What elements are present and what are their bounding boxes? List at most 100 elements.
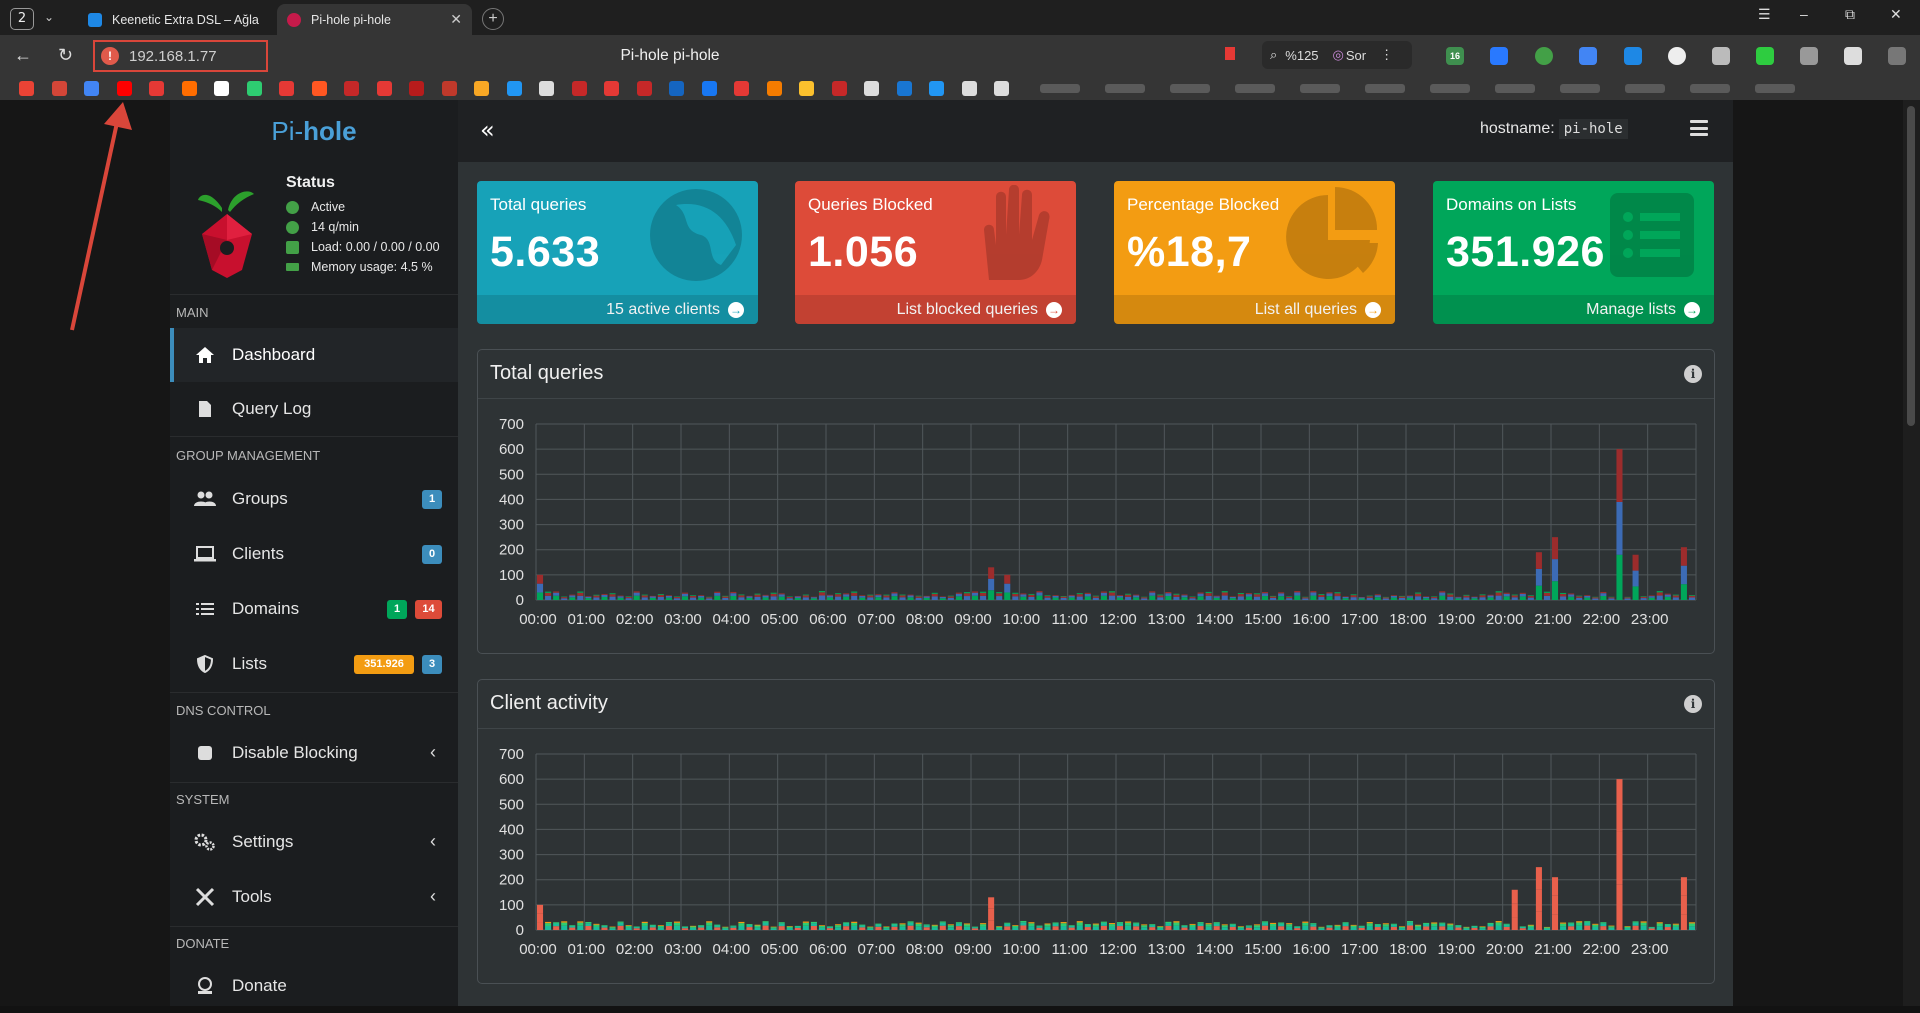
bookmark-icon[interactable] [1225,47,1235,60]
bookmark-blurred-item[interactable] [1625,84,1665,93]
bookmark-favicon-icon[interactable] [604,81,619,96]
bookmark-favicon-icon[interactable] [247,81,262,96]
url-field[interactable]: ! 192.168.1.77 [93,40,268,72]
bookmark-favicon-icon[interactable] [539,81,554,96]
bookmark-favicon-icon[interactable] [312,81,327,96]
profile-icon[interactable] [1888,47,1906,65]
bookmark-favicon-icon[interactable] [19,81,34,96]
bookmark-favicon-icon[interactable] [117,81,132,96]
bookmark-favicon-icon[interactable] [832,81,847,96]
close-window-icon[interactable]: ✕ [1890,6,1902,23]
close-tab-icon[interactable]: ✕ [450,11,462,28]
battery-extension-icon[interactable] [1756,47,1774,65]
bookmark-favicon-icon[interactable] [84,81,99,96]
sidebar-item-groups[interactable]: Groups 1 [170,472,458,526]
extension-check-icon[interactable] [1535,47,1553,65]
restore-icon[interactable]: ⧉ [1845,6,1855,23]
bookmark-favicon-icon[interactable] [897,81,912,96]
hamburger-menu-icon[interactable] [1690,120,1708,136]
ask-ai-button[interactable]: ◎ [1333,47,1344,63]
tab-keenetic[interactable]: Keenetic Extra DSL – Ağla [78,4,270,35]
bookmark-favicon-icon[interactable] [929,81,944,96]
bookmark-favicon-icon[interactable] [799,81,814,96]
zoom-indicator[interactable]: ⌕ %125 ◎ Sor ⋮ [1262,41,1412,69]
bookmark-favicon-icon[interactable] [377,81,392,96]
back-arrow-icon[interactable]: ← [14,45,32,66]
sidebar-item-domains[interactable]: Domains 1 14 [170,582,458,636]
bookmark-blurred-item[interactable] [1560,84,1600,93]
bookmark-favicon-icon[interactable] [474,81,489,96]
bookmark-blurred-item[interactable] [1365,84,1405,93]
bookmark-favicon-icon[interactable] [279,81,294,96]
bookmark-blurred-item[interactable] [1755,84,1795,93]
chart-bar-segment [819,925,825,926]
bookmark-favicon-icon[interactable] [149,81,164,96]
bookmark-favicon-icon[interactable] [182,81,197,96]
reload-icon[interactable]: ↻ [58,45,73,66]
sidebar-item-settings[interactable]: Settings ‹ [170,815,458,869]
bookmark-favicon-icon[interactable] [962,81,977,96]
wrench-extension-icon[interactable] [1624,47,1642,65]
extension-icon[interactable] [1668,47,1686,65]
info-icon[interactable]: i [1684,695,1702,713]
brand-logo[interactable]: Pi-hole [170,100,458,162]
stat-footer-link[interactable]: List blocked queries→ [795,295,1076,324]
bookmark-favicon-icon[interactable] [442,81,457,96]
bookmark-favicon-icon[interactable] [52,81,67,96]
ublock-extension-icon[interactable]: 16 [1446,47,1464,65]
sidebar-item-donate[interactable]: Donate [170,959,458,1013]
bookmark-blurred-item[interactable] [1235,84,1275,93]
chart-bar-segment [1383,598,1389,600]
menu-icon[interactable]: ☰ [1758,6,1771,23]
tab-count-button[interactable]: 2 [10,8,34,30]
bookmark-favicon-icon[interactable] [864,81,879,96]
stat-footer-link[interactable]: Manage lists→ [1433,295,1714,324]
sidebar-item-lists[interactable]: Lists 351.926 3 [170,637,458,691]
chart-bar-segment [1649,595,1655,596]
bookmark-favicon-icon[interactable] [734,81,749,96]
bookmark-favicon-icon[interactable] [572,81,587,96]
bookmark-blurred-item[interactable] [1430,84,1470,93]
bookmark-blurred-item[interactable] [1495,84,1535,93]
chart-bar-segment [1270,924,1276,926]
not-secure-warning-icon[interactable]: ! [101,47,119,65]
stat-footer-link[interactable]: List all queries→ [1114,295,1395,324]
bookmark-favicon-icon[interactable] [767,81,782,96]
sidebar-item-dashboard[interactable]: Dashboard [170,328,458,382]
sidebar-item-tools[interactable]: Tools ‹ [170,870,458,924]
stat-footer-link[interactable]: 15 active clients→ [477,295,758,324]
bookmark-favicon-icon[interactable] [507,81,522,96]
collapse-sidebar-icon[interactable]: « [480,116,495,144]
scrollbar-thumb[interactable] [1907,106,1915,426]
bookmark-favicon-icon[interactable] [669,81,684,96]
page-scrollbar[interactable] [1903,100,1920,1006]
bookmark-blurred-item[interactable] [1690,84,1730,93]
minimize-icon[interactable]: – [1800,6,1808,22]
more-icon[interactable]: ⋮ [1380,47,1393,63]
bookmark-favicon-icon[interactable] [702,81,717,96]
tab-list-chevron-icon[interactable]: ⌄ [44,10,54,24]
camera-extension-icon[interactable] [1712,47,1730,65]
bookmark-blurred-item[interactable] [1040,84,1080,93]
new-tab-button[interactable]: + [482,8,504,30]
chart-bar-segment [1036,591,1042,592]
translate-extension-icon[interactable] [1579,47,1597,65]
bookmark-blurred-item[interactable] [1170,84,1210,93]
sidebar-item-query-log[interactable]: Query Log [170,382,458,436]
sidebar-item-clients[interactable]: Clients 0 [170,527,458,581]
info-icon[interactable]: i [1684,365,1702,383]
tab-pihole[interactable]: Pi-hole pi-hole ✕ [277,4,472,35]
bookmark-favicon-icon[interactable] [344,81,359,96]
extensions-puzzle-icon[interactable] [1800,47,1818,65]
sidebar-item-disable-blocking[interactable]: Disable Blocking ‹ [170,726,458,780]
bookmark-blurred-item[interactable] [1300,84,1340,93]
bookmark-favicon-icon[interactable] [409,81,424,96]
bookmark-favicon-icon[interactable] [637,81,652,96]
bookmark-favicon-icon[interactable] [994,81,1009,96]
download-icon[interactable] [1844,47,1862,65]
bookmark-favicon-icon[interactable] [214,81,229,96]
bookmark-blurred-item[interactable] [1105,84,1145,93]
extension-icon[interactable] [1490,47,1508,65]
